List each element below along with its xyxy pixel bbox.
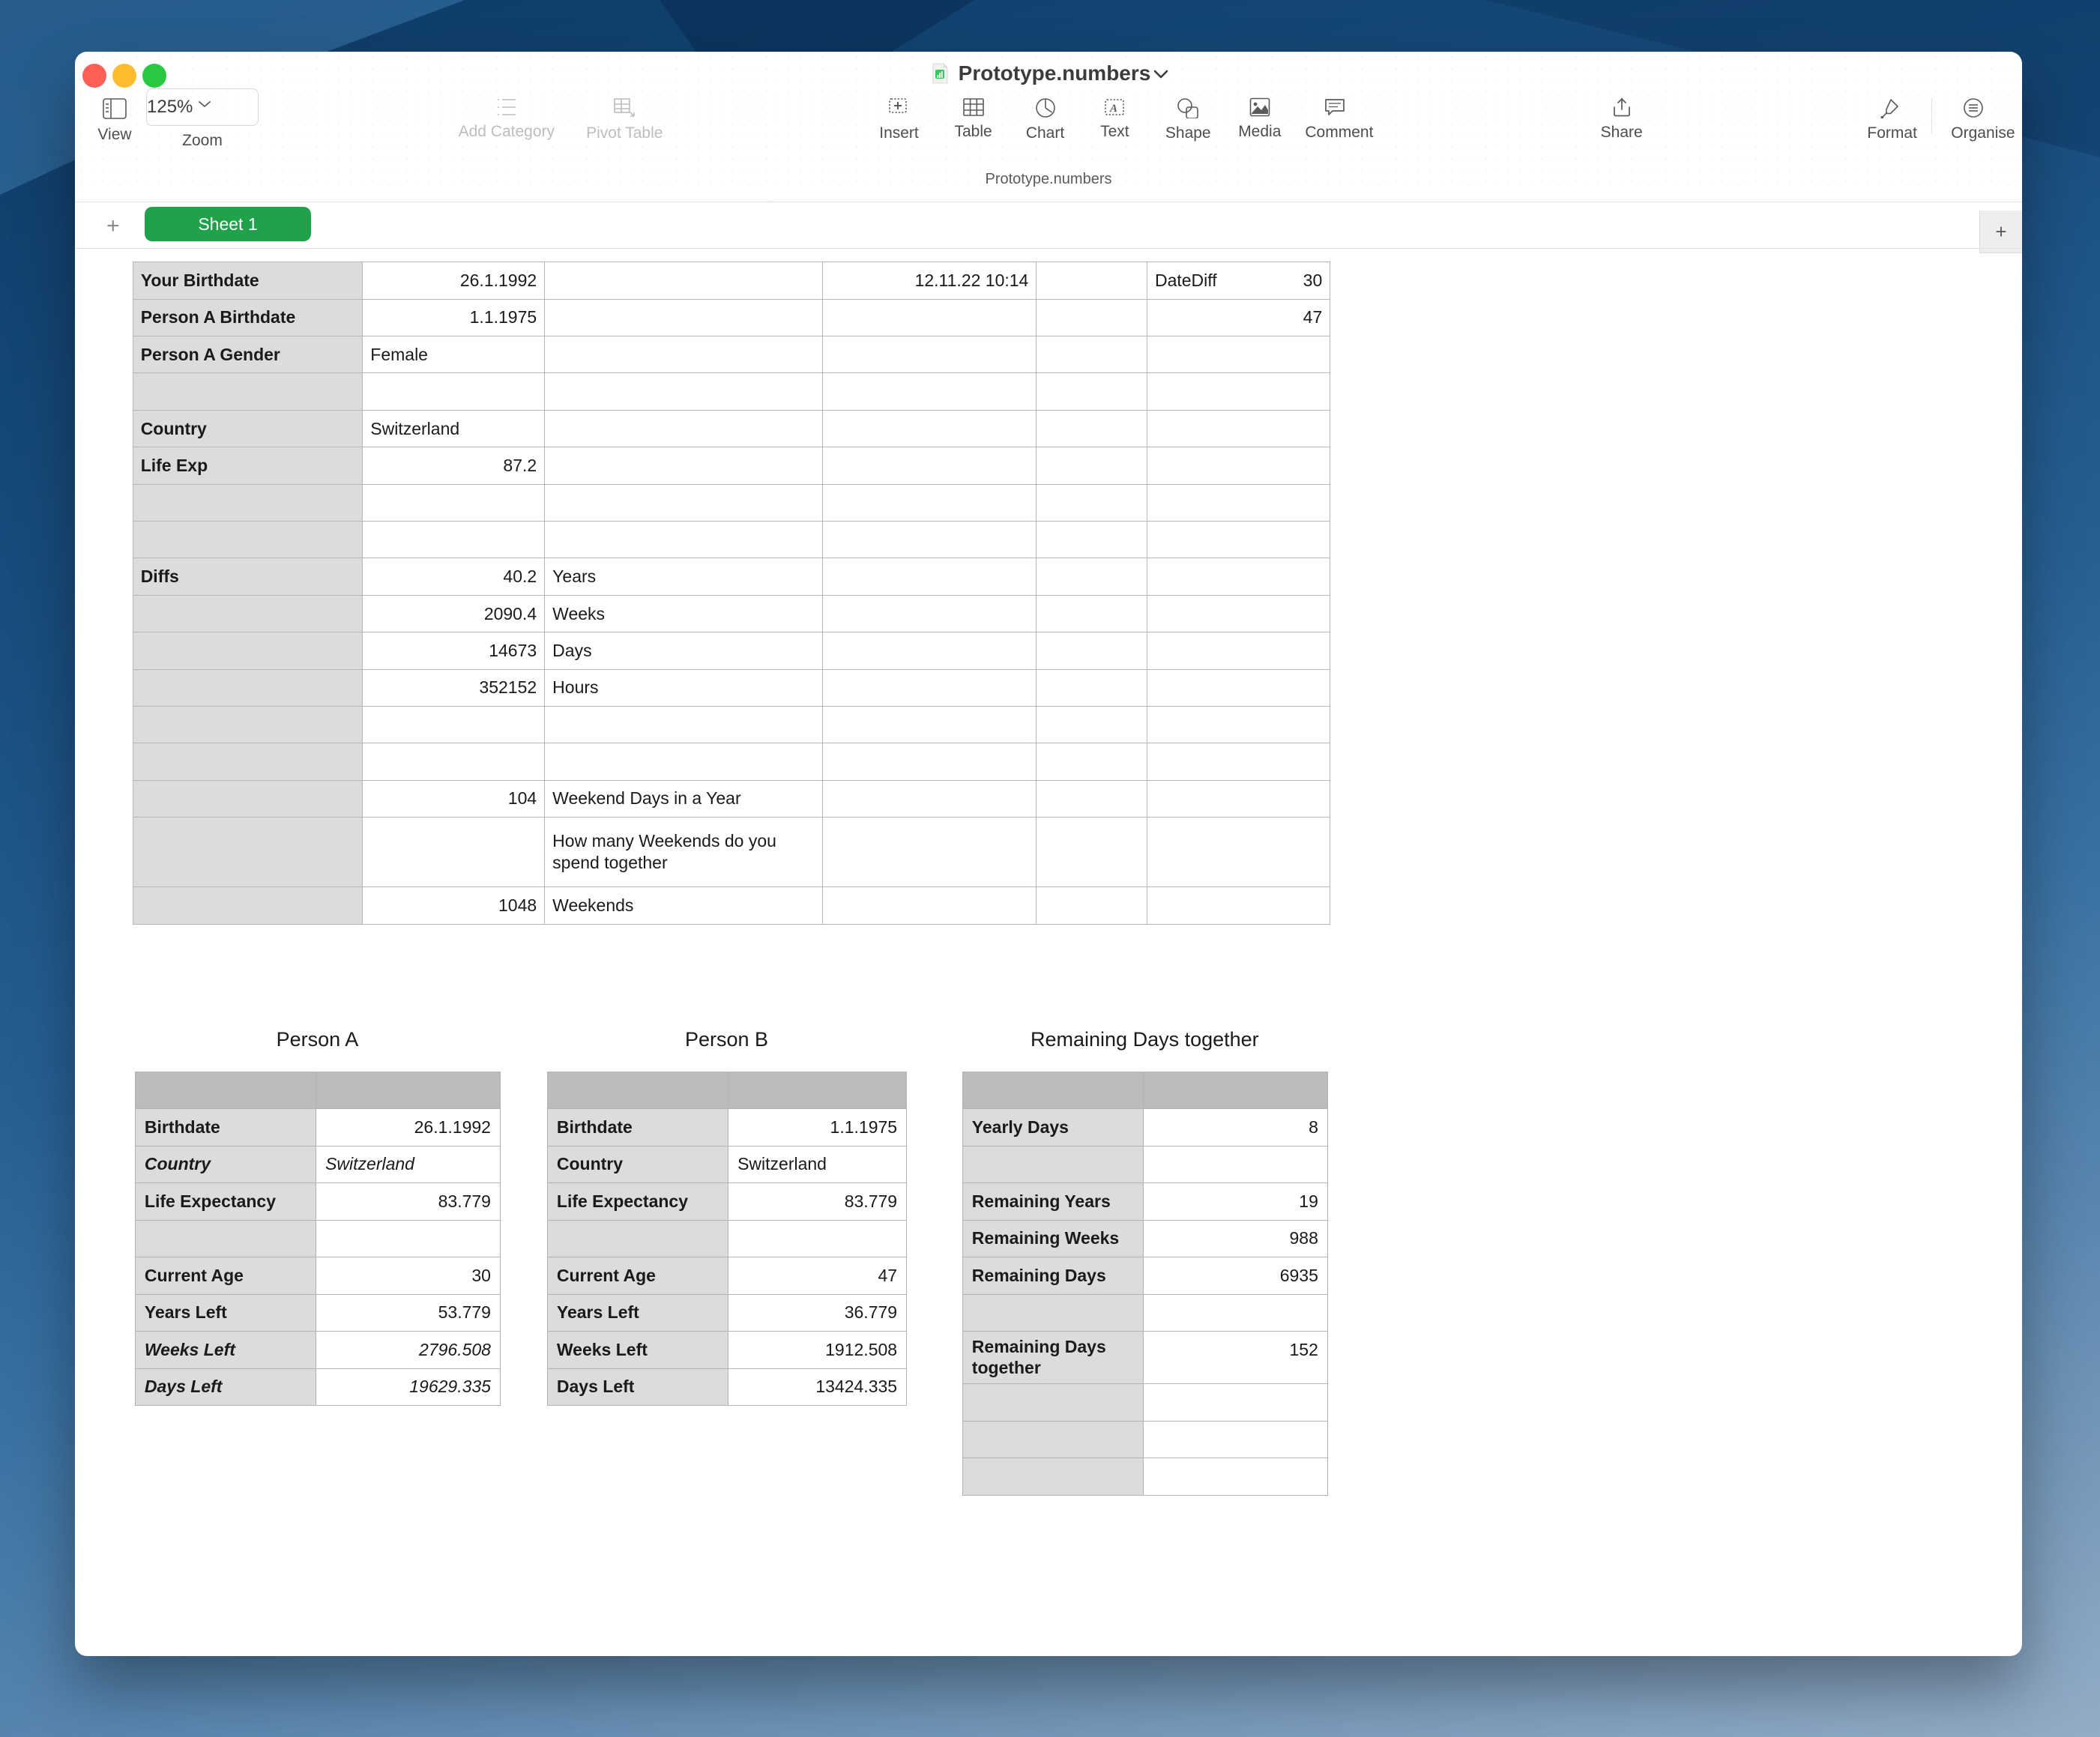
svg-text:A: A: [1109, 103, 1117, 115]
